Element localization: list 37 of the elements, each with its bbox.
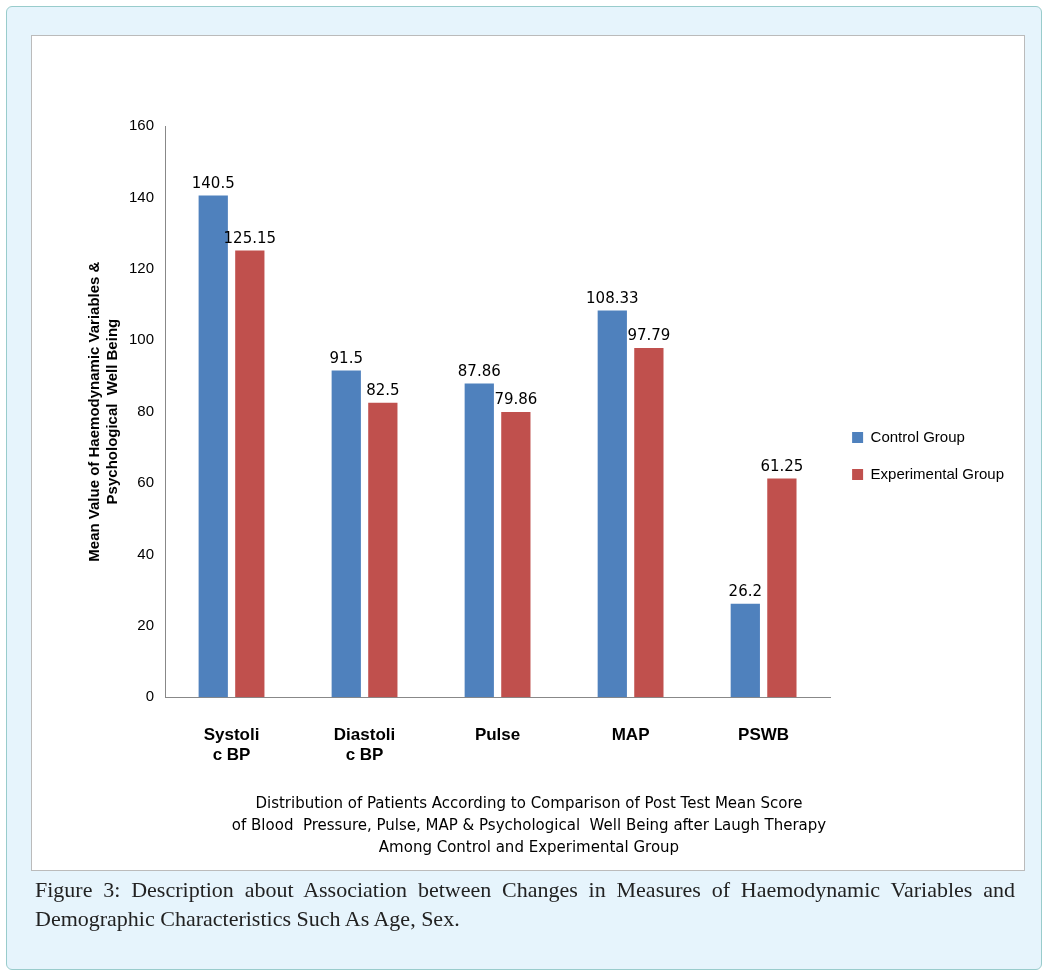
x-tick-label: MAP bbox=[611, 725, 650, 745]
x-axis-title: Distribution of Patients According to Comparison of Post Test Mean Score of Blood Pressure, Pulse, MAP & Psychological Well Being after Laugh Therapy Among Control and Experimental Group bbox=[230, 793, 828, 858]
y-tick-label: 0 bbox=[145, 687, 155, 705]
y-tick-label: 40 bbox=[137, 544, 155, 562]
x-tick-label: PSWB bbox=[738, 725, 790, 745]
data-label: 79.86 bbox=[494, 390, 538, 409]
data-label: 82.5 bbox=[366, 381, 400, 400]
bar bbox=[331, 370, 361, 698]
y-tick-label: 160 bbox=[129, 116, 155, 134]
y-tick-label: 60 bbox=[137, 473, 155, 491]
x-tick-label: Pulse bbox=[474, 725, 521, 745]
x-tick-label: Diastoli c BP bbox=[333, 725, 396, 765]
bar bbox=[235, 250, 265, 698]
legend-label: Experimental Group bbox=[870, 464, 1005, 482]
legend-label: Control Group bbox=[870, 427, 965, 445]
y-tick-label: 100 bbox=[129, 330, 155, 348]
bar bbox=[464, 383, 494, 698]
y-axis-title: Mean Value of Haemodynamic Variables & Psychological Well Being bbox=[85, 261, 121, 562]
bar bbox=[730, 603, 760, 698]
y-tick-label: 20 bbox=[137, 615, 155, 633]
y-tick-label: 80 bbox=[137, 401, 155, 419]
data-label: 97.79 bbox=[627, 326, 671, 345]
data-label: 108.33 bbox=[586, 288, 639, 307]
data-label: 87.86 bbox=[457, 361, 501, 380]
caption: Figure 3: Description about Association between Changes in Measures of Haemodynamic Variables and Demographic Characteristics Such As Age, Sex. bbox=[35, 876, 1015, 933]
bar bbox=[767, 478, 797, 698]
bar bbox=[634, 348, 664, 698]
bar bbox=[368, 402, 398, 698]
bar bbox=[597, 310, 627, 698]
data-label: 26.2 bbox=[728, 582, 763, 601]
data-label: 91.5 bbox=[329, 348, 363, 367]
y-tick-label: 140 bbox=[129, 187, 155, 205]
data-label: 61.25 bbox=[760, 456, 804, 475]
data-label: 140.5 bbox=[191, 174, 235, 193]
x-tick-label: Systoli c BP bbox=[203, 725, 260, 765]
bar bbox=[501, 412, 531, 698]
y-tick-label: 120 bbox=[129, 258, 155, 276]
